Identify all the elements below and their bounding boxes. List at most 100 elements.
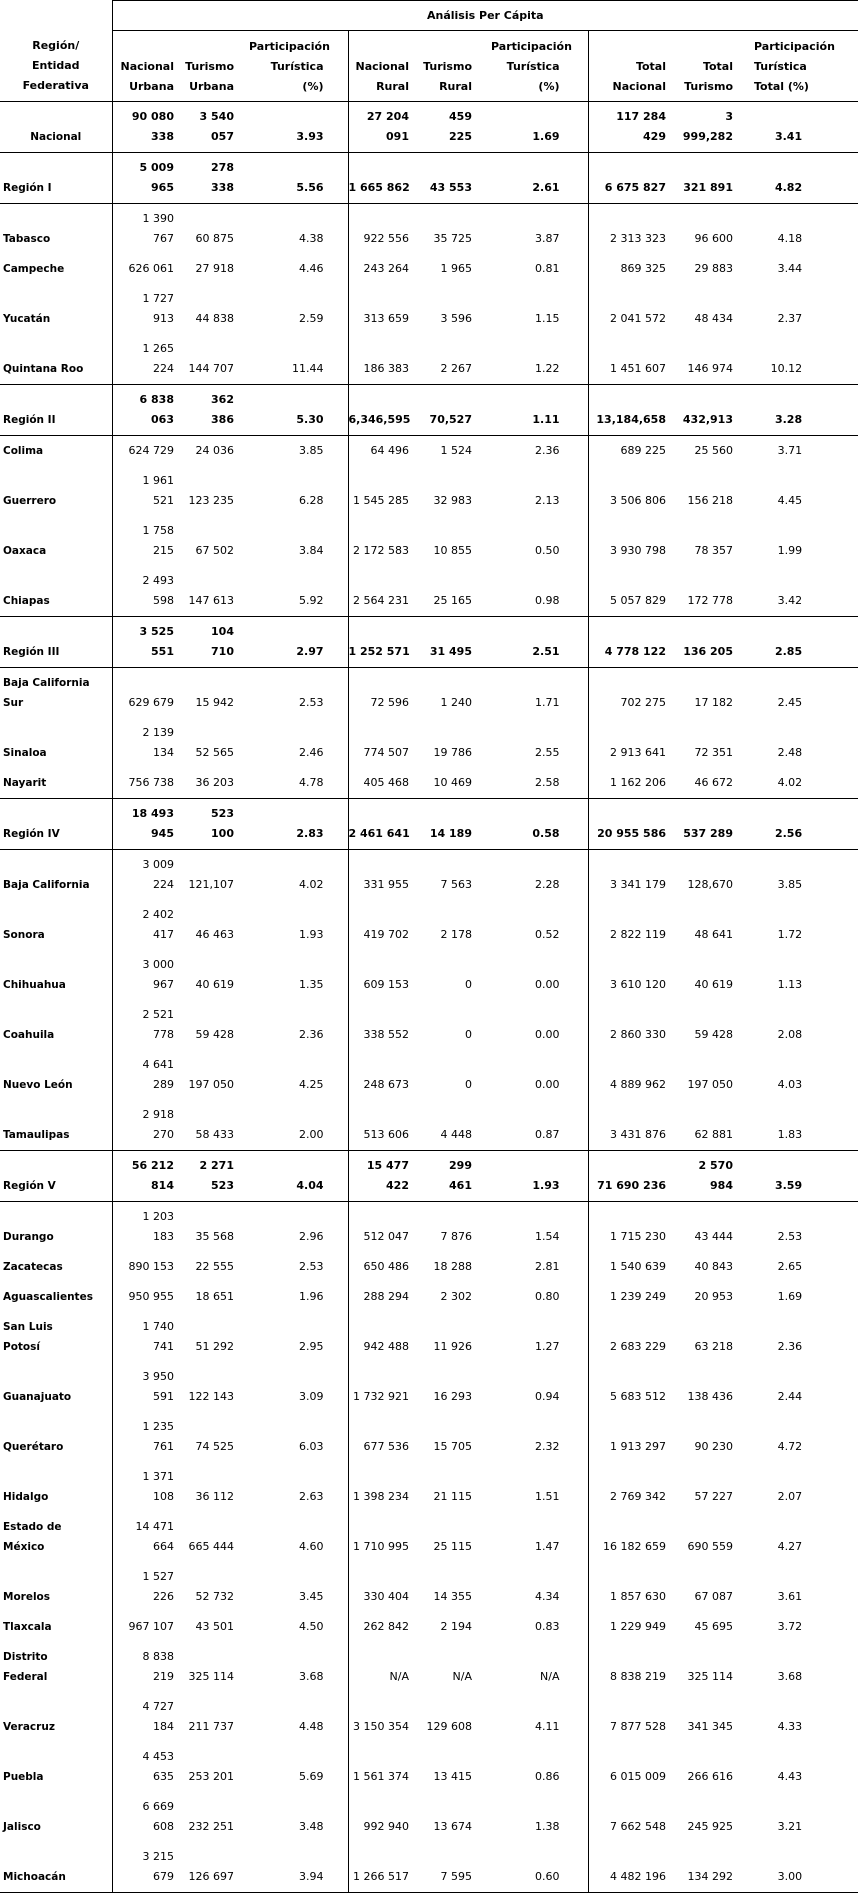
cell-nacional-rural: 243 264: [347, 253, 421, 284]
cell-turismo-rural: 32 983: [433, 493, 473, 507]
cell-nacional-urbana: 3 525 551: [112, 615, 180, 668]
cell-total-turismo: 128,670: [687, 877, 734, 891]
cell-participacion-turistica-rural: 0.00: [535, 1027, 560, 1041]
cell-turismo-urbana: 144 707: [188, 361, 235, 375]
cell-total-nacional: 2 913 641: [587, 717, 680, 768]
cell-nacional-rural: 677 536: [347, 1411, 421, 1462]
state-row: Yucatán 1 727 913 44 838 2.59 313 659 3 596 1.…: [0, 283, 858, 334]
cell-nacional-urbana: 2 402 417: [142, 907, 175, 941]
cell-participacion-turistica-rural: 0.00: [535, 1077, 560, 1091]
cell-participacion-turistica-rural: 2.36: [535, 443, 560, 457]
column-header-nacional-urbana: Nacional Urbana: [112, 30, 180, 102]
row-label: Aguascalientes: [0, 1281, 113, 1312]
cell-participacion-turistica-total: 4.18: [777, 231, 803, 245]
cell-total-nacional: 702 275: [587, 667, 680, 718]
state-row: Querétaro 1 235 761 74 525 6.03 677 536 15 70…: [0, 1411, 858, 1462]
cell-turismo-urbana: 523 100: [180, 797, 248, 850]
cell-participacion-turistica-total: 2.44: [777, 1389, 803, 1403]
cell-turismo-rural: 0: [465, 977, 472, 991]
cell-nacional-rural: 1 561 374: [347, 1741, 421, 1792]
cell-nacional-rural: 2 461 641: [347, 797, 421, 850]
cell-turismo-rural: 7 876: [440, 1229, 473, 1243]
cell-participacion-turistica-total: 4.03: [777, 1077, 803, 1091]
state-row: Nayarit 756 738 36 203 4.78 405 468 10 469 2.5…: [0, 767, 858, 798]
cell-participacion-turistica-rural: 2.58: [535, 775, 560, 789]
cell-participacion-turistica-urbana: 3.45: [299, 1589, 324, 1603]
cell-participacion-turistica-rural: 1.93: [490, 1149, 588, 1202]
cell-participacion-turistica-urbana: 4.46: [299, 261, 324, 275]
cell-participacion-turistica-total: 3.28: [753, 383, 858, 436]
cell-turismo-rural: 19 786: [433, 745, 473, 759]
row-label: Nayarit: [0, 767, 113, 798]
state-row: Aguascalientes 950 955 18 651 1.96 288 294 2 …: [0, 1281, 858, 1312]
cell-nacional-rural: 186 383: [347, 333, 421, 384]
row-label: Colima: [0, 435, 113, 466]
cell-total-turismo: 341 345: [687, 1719, 734, 1733]
cell-turismo-urbana: 121,107: [188, 877, 235, 891]
cell-nacional-rural: 27 204 091: [347, 100, 421, 153]
cell-turismo-urbana: 58 433: [195, 1127, 235, 1141]
cell-participacion-turistica-total: 2.36: [777, 1339, 803, 1353]
cell-turismo-urbana: 147 613: [188, 593, 235, 607]
cell-participacion-turistica-urbana: 2.95: [299, 1339, 324, 1353]
cell-turismo-urbana: 59 428: [195, 1027, 235, 1041]
cell-total-nacional: 8 838 219: [587, 1641, 680, 1692]
cell-total-turismo: 2 570 984: [680, 1149, 753, 1202]
cell-participacion-turistica-rural: 2.13: [535, 493, 560, 507]
cell-total-turismo: 63 218: [694, 1339, 734, 1353]
cell-total-nacional: 4 889 962: [587, 1049, 680, 1100]
cell-nacional-urbana: 90 080 338: [112, 100, 180, 153]
cell-total-nacional: 689 225: [587, 435, 680, 466]
row-label: Distrito Federal: [0, 1641, 113, 1692]
row-label: Veracruz: [0, 1691, 113, 1742]
summary-row: Región IV 18 493 945 523 100 2.83 2 461 641 1…: [0, 797, 858, 850]
cell-participacion-turistica-urbana: 3.84: [299, 543, 324, 557]
cell-turismo-urbana: 278 338: [180, 151, 248, 204]
cell-nacional-rural: 942 488: [347, 1311, 421, 1362]
cell-nacional-urbana: 1 527 226: [142, 1569, 175, 1603]
row-label: Región I: [0, 151, 113, 204]
cell-total-turismo: 25 560: [694, 443, 734, 457]
cell-participacion-turistica-urbana: 6.03: [299, 1439, 324, 1453]
cell-total-nacional: 117 284 429: [587, 100, 680, 153]
cell-total-turismo: 67 087: [694, 1589, 734, 1603]
cell-turismo-rural: 15 705: [433, 1439, 473, 1453]
cell-participacion-turistica-rural: 1.38: [535, 1819, 560, 1833]
cell-participacion-turistica-total: 1.99: [777, 543, 803, 557]
cell-total-nacional: 869 325: [587, 253, 680, 284]
cell-participacion-turistica-rural: 0.83: [535, 1619, 560, 1633]
cell-participacion-turistica-urbana: 4.38: [299, 231, 324, 245]
summary-row: Región V 56 212 814 2 271 523 4.04 15 477 42…: [0, 1149, 858, 1202]
cell-turismo-rural: 0: [465, 1077, 472, 1091]
cell-turismo-urbana: 52 565: [195, 745, 235, 759]
cell-participacion-turistica-urbana: 3.48: [299, 1819, 324, 1833]
cell-nacional-urbana: 3 009 224: [142, 857, 175, 891]
column-header-turismo-urbana: Turismo Urbana: [180, 30, 248, 102]
cell-participacion-turistica-total: 3.00: [753, 1841, 858, 1893]
cell-total-turismo: 321 891: [680, 151, 753, 204]
cell-nacional-rural: 330 404: [347, 1561, 421, 1612]
cell-total-nacional: 2 769 342: [587, 1461, 680, 1512]
cell-participacion-turistica-total: 3.71: [777, 443, 803, 457]
state-row: Puebla 4 453 635 253 201 5.69 1 561 374 13 41…: [0, 1741, 858, 1792]
row-label: Región IV: [0, 797, 113, 850]
cell-turismo-urbana: 253 201: [188, 1769, 235, 1783]
cell-turismo-urbana: 51 292: [195, 1339, 235, 1353]
row-label: Puebla: [0, 1741, 113, 1792]
cell-nacional-urbana: 8 838 219: [142, 1649, 175, 1683]
cell-participacion-turistica-urbana: 5.30: [248, 383, 348, 436]
cell-participacion-turistica-rural: 4.34: [535, 1589, 560, 1603]
cell-nacional-urbana: 624 729: [128, 443, 175, 457]
cell-turismo-urbana: 74 525: [195, 1439, 235, 1453]
cell-participacion-turistica-total: 3.61: [777, 1589, 803, 1603]
state-row: Coahuila 2 521 778 59 428 2.36 338 552 0 0.00 2…: [0, 999, 858, 1050]
cell-participacion-turistica-rural: 0.86: [535, 1769, 560, 1783]
cell-nacional-urbana: 5 009 965: [112, 151, 180, 204]
cell-turismo-urbana: 43 501: [195, 1619, 235, 1633]
cell-participacion-turistica-rural: 0.58: [490, 797, 588, 850]
cell-total-nacional: 1 715 230: [587, 1201, 680, 1252]
state-row: San Luis Potosí 1 740 741 51 292 2.95 942 48…: [0, 1311, 858, 1362]
row-label: Baja California: [0, 849, 113, 900]
row-label: Región III: [0, 615, 113, 668]
